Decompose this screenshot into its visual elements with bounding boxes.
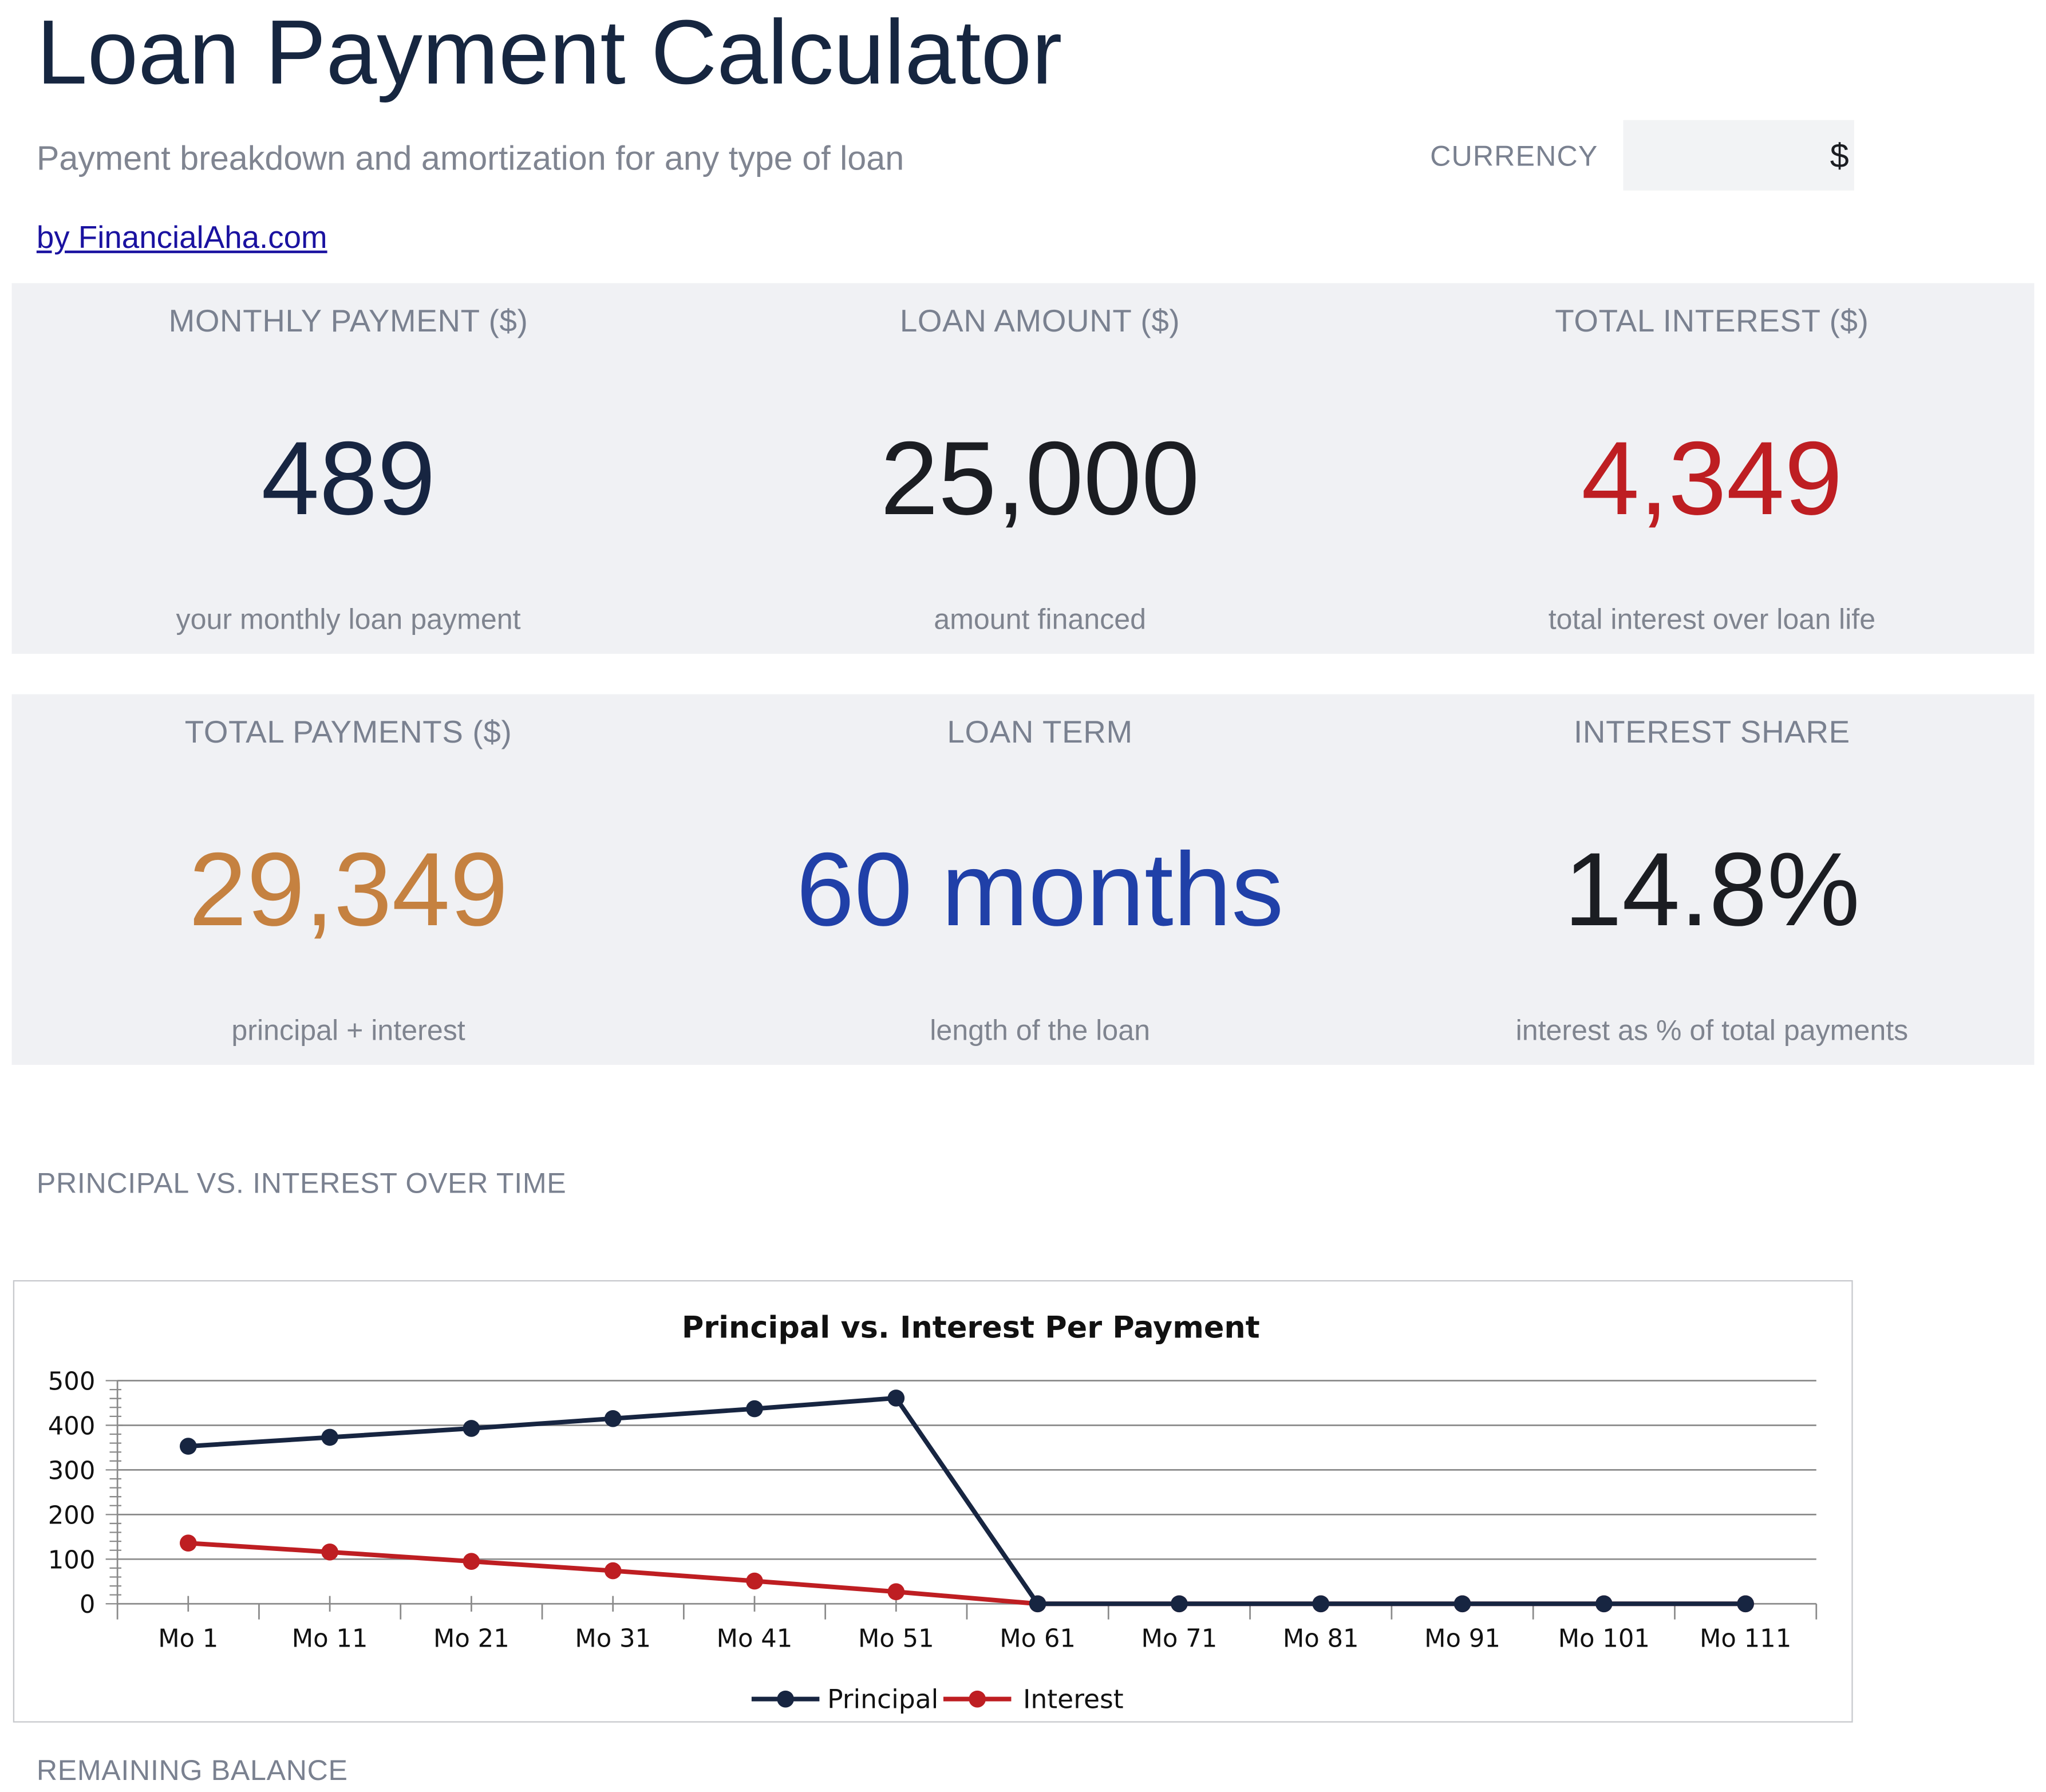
currency-value: $: [1830, 136, 1849, 175]
card-caption: total interest over loan life: [1548, 603, 1876, 636]
data-point-principal: [887, 1390, 905, 1407]
series-line-interest: [188, 1541, 1746, 1607]
x-tick-label: Mo 1: [158, 1624, 218, 1653]
data-point-principal: [1453, 1595, 1471, 1613]
card-value: 29,349: [188, 831, 508, 948]
card-caption: your monthly loan payment: [176, 603, 521, 636]
data-point-principal: [179, 1438, 197, 1455]
y-tick-label: 200: [48, 1501, 96, 1530]
card-value: 25,000: [880, 420, 1200, 536]
card-caption: interest as % of total payments: [1515, 1014, 1909, 1047]
x-tick-label: Mo 21: [433, 1624, 509, 1653]
currency-label: CURRENCY: [1430, 139, 1598, 172]
data-point-interest: [887, 1583, 905, 1601]
x-tick-label: Mo 31: [575, 1624, 651, 1653]
data-point-principal: [321, 1428, 338, 1446]
card-value: 60 months: [796, 831, 1284, 948]
summary-panel-bottom: TOTAL PAYMENTS ($) 29,349 principal + in…: [11, 694, 2035, 1065]
chart-canvas: Principal vs. Interest Per Payment 0 100 20…: [48, 1310, 1818, 1715]
y-tick-label: 100: [48, 1546, 96, 1574]
data-point-principal: [1737, 1595, 1754, 1613]
x-tick-label: Mo 101: [1558, 1624, 1650, 1653]
card-label: LOAN TERM: [947, 715, 1133, 751]
series-line-principal: [188, 1395, 1746, 1607]
card-value: 489: [261, 420, 436, 536]
legend-marker-interest: [969, 1690, 986, 1708]
legend-label-principal: Principal: [827, 1684, 938, 1715]
x-tick-label: Mo 71: [1142, 1624, 1218, 1653]
data-point-interest: [463, 1553, 480, 1570]
data-point-principal: [604, 1410, 622, 1427]
y-tick-label: 400: [48, 1412, 96, 1440]
x-tick-label: Mo 111: [1700, 1624, 1791, 1653]
x-tick-label: Mo 91: [1424, 1624, 1500, 1653]
card-label: INTEREST SHARE: [1574, 715, 1850, 751]
card-caption: length of the loan: [930, 1014, 1150, 1047]
data-point-interest: [321, 1544, 338, 1561]
data-point-interest: [746, 1572, 763, 1590]
page-title: Loan Payment Calculator: [36, 1, 1063, 104]
data-point-principal: [1595, 1595, 1613, 1613]
data-point-principal: [746, 1400, 763, 1418]
total-payments-card: TOTAL PAYMENTS ($) 29,349 principal + in…: [12, 694, 685, 1065]
monthly-payment-card: MONTHLY PAYMENT ($) 489 your monthly loa…: [12, 283, 685, 654]
card-value: 14.8%: [1563, 831, 1860, 948]
interest-share-card: INTEREST SHARE 14.8% interest as % of to…: [1375, 694, 2046, 1065]
data-point-interest: [604, 1562, 622, 1580]
loan-term-card: LOAN TERM 60 months length of the loan: [704, 694, 1377, 1065]
card-value: 4,349: [1581, 420, 1843, 536]
x-tick-label: Mo 11: [292, 1624, 368, 1653]
principal-interest-chart: Principal vs. Interest Per Payment 0 100 20…: [13, 1280, 1853, 1723]
x-tick-label: Mo 51: [858, 1624, 934, 1653]
legend-label-interest: Interest: [1023, 1684, 1124, 1715]
total-interest-card: TOTAL INTEREST ($) 4,349 total interest …: [1375, 283, 2046, 654]
card-label: LOAN AMOUNT ($): [899, 304, 1180, 340]
financialaha-link[interactable]: by FinancialAha.com: [36, 220, 327, 256]
card-label: TOTAL PAYMENTS ($): [184, 715, 512, 751]
y-tick-label: 300: [48, 1457, 96, 1485]
y-tick-label: 0: [80, 1590, 96, 1619]
loan-amount-card: LOAN AMOUNT ($) 25,000 amount financed: [704, 283, 1377, 654]
data-point-principal: [1312, 1595, 1330, 1613]
summary-panel-top: MONTHLY PAYMENT ($) 489 your monthly loa…: [11, 283, 2035, 654]
chart-title: Principal vs. Interest Per Payment: [682, 1310, 1260, 1345]
data-point-principal: [1029, 1595, 1046, 1613]
legend-marker-principal: [777, 1690, 794, 1708]
card-caption: principal + interest: [231, 1014, 465, 1047]
data-point-principal: [1171, 1595, 1188, 1613]
x-tick-label: Mo 81: [1283, 1624, 1359, 1653]
x-tick-label: Mo 41: [717, 1624, 793, 1653]
data-point-interest: [179, 1534, 197, 1552]
card-label: TOTAL INTEREST ($): [1555, 304, 1869, 340]
y-tick-label: 500: [48, 1367, 96, 1396]
currency-input[interactable]: $: [1623, 120, 1854, 191]
card-caption: amount financed: [934, 603, 1146, 636]
section-heading-remaining-balance: REMAINING BALANCE: [36, 1754, 348, 1787]
data-point-principal: [463, 1420, 480, 1437]
page-subtitle: Payment breakdown and amortization for a…: [36, 138, 904, 177]
card-label: MONTHLY PAYMENT ($): [168, 304, 528, 340]
section-heading-principal-interest: PRINCIPAL VS. INTEREST OVER TIME: [36, 1166, 567, 1199]
x-tick-label: Mo 61: [1000, 1624, 1076, 1653]
